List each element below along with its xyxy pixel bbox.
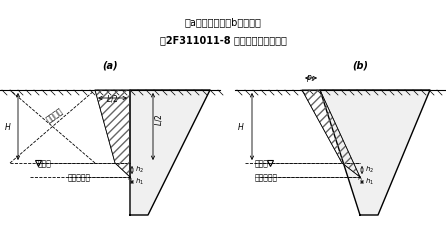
Text: $L/2$: $L/2$ — [153, 114, 164, 126]
Text: 波浪中心线: 波浪中心线 — [68, 173, 91, 182]
Text: $h_1$: $h_1$ — [365, 177, 374, 187]
Text: $h_2$: $h_2$ — [135, 165, 144, 175]
Polygon shape — [130, 90, 210, 215]
Text: 波浪中心线: 波浪中心线 — [255, 173, 278, 182]
Text: $L/2$: $L/2$ — [106, 92, 119, 103]
Text: $H$: $H$ — [4, 121, 12, 132]
Text: 图2F311011-8 重力坝浪压力分布图: 图2F311011-8 重力坝浪压力分布图 — [160, 35, 286, 45]
Text: （a）深水波；（b）浅水波: （a）深水波；（b）浅水波 — [185, 17, 261, 27]
Text: (b): (b) — [352, 60, 368, 70]
Text: $p_1$: $p_1$ — [306, 73, 316, 84]
Text: (a): (a) — [102, 60, 118, 70]
Text: 静水位: 静水位 — [38, 159, 52, 168]
Text: $h_2$: $h_2$ — [365, 165, 374, 175]
Text: $H$: $H$ — [237, 121, 245, 132]
Text: 静水压力: 静水压力 — [45, 106, 65, 124]
Text: $h_1$: $h_1$ — [135, 177, 144, 187]
Text: 静水位: 静水位 — [255, 159, 269, 168]
Polygon shape — [320, 90, 430, 215]
